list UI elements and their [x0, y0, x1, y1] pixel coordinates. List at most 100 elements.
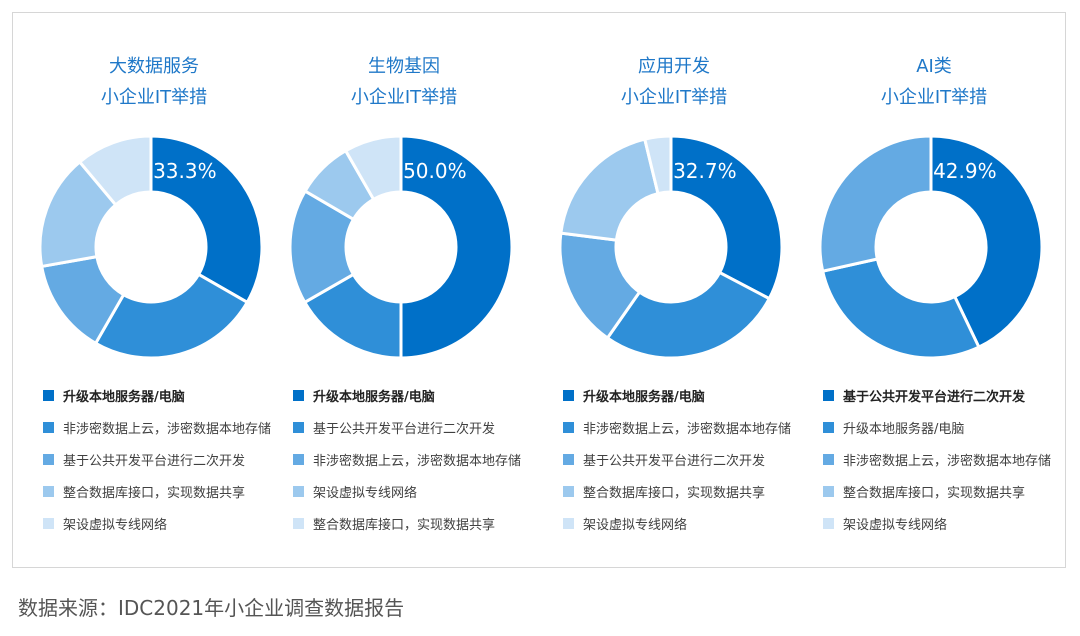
legend-item: 整合数据库接口，实现数据共享 [563, 475, 805, 507]
donut-slice [399, 134, 514, 360]
legend-swatch [43, 453, 54, 465]
legend-label: 非涉密数据上云，涉密数据本地存储 [63, 421, 272, 437]
donut-slice [77, 134, 153, 207]
legend-swatch [293, 389, 304, 401]
chart-panel-bio-gene: 生物基因 小企业IT举措 50.0% 升级本地服务器/电脑 基于公共开发平台进行… [273, 13, 535, 569]
legend-swatch [43, 485, 54, 497]
legend-item: 非涉密数据上云，涉密数据本地存储 [293, 443, 535, 475]
legend-label: 整合数据库接口，实现数据共享 [583, 485, 766, 501]
chart-title: 大数据服务 小企业IT举措 [23, 51, 285, 113]
donut-slice [669, 134, 784, 301]
legend-item: 非涉密数据上云，涉密数据本地存储 [43, 411, 285, 443]
chart-title-line-2: 小企业IT举措 [100, 87, 208, 108]
legend-swatch [293, 421, 304, 433]
legend-item: 非涉密数据上云，涉密数据本地存储 [823, 443, 1065, 475]
legend-label: 架设虚拟专线网络 [63, 517, 168, 533]
donut-slice [605, 270, 772, 360]
data-source-note: 数据来源：IDC2021年小企业调查数据报告 [18, 596, 405, 620]
legend-item: 整合数据库接口，实现数据共享 [43, 475, 285, 507]
legend-item: 基于公共开发平台进行二次开发 [293, 411, 535, 443]
legend-swatch [823, 421, 834, 433]
legend-swatch [563, 389, 574, 401]
legend-swatch [563, 453, 574, 465]
legend-item: 升级本地服务器/电脑 [563, 379, 805, 411]
chart-title-line-2: 小企业IT举措 [880, 87, 988, 108]
legend-swatch [823, 453, 834, 465]
legend-swatch [563, 485, 574, 497]
legend-label: 升级本地服务器/电脑 [313, 389, 435, 405]
legend-label: 升级本地服务器/电脑 [583, 389, 705, 405]
slice-value-label: 50.0% [403, 159, 467, 183]
legend-swatch [563, 517, 574, 529]
donut-chart: 32.7% [558, 134, 784, 360]
chart-panel-ai: AI类 小企业IT举措 42.9% 基于公共开发平台进行二次开发 升级本地服务器… [803, 13, 1065, 569]
chart-panel-big-data: 大数据服务 小企业IT举措 33.3% 升级本地服务器/电脑 非涉密数据上云，涉… [23, 13, 285, 569]
legend-label: 架设虚拟专线网络 [313, 485, 418, 501]
legend-swatch [823, 517, 834, 529]
legend-item: 基于公共开发平台进行二次开发 [43, 443, 285, 475]
legend-swatch [43, 421, 54, 433]
slice-value-label: 42.9% [933, 159, 997, 183]
legend-item: 升级本地服务器/电脑 [43, 379, 285, 411]
legend-label: 非涉密数据上云，涉密数据本地存储 [583, 421, 792, 437]
chart-title-line-1: 大数据服务 [109, 56, 199, 77]
legend-item: 架设虚拟专线网络 [293, 475, 535, 507]
legend-swatch [43, 389, 54, 401]
donut-slice [149, 134, 264, 305]
legend-item: 基于公共开发平台进行二次开发 [823, 379, 1065, 411]
legend-swatch [293, 453, 304, 465]
legend-label: 基于公共开发平台进行二次开发 [843, 389, 1026, 405]
donut-slice [642, 134, 673, 196]
legend-label: 整合数据库接口，实现数据共享 [63, 485, 246, 501]
legend-swatch [293, 517, 304, 529]
chart-title: 生物基因 小企业IT举措 [273, 51, 535, 113]
legend-swatch [293, 485, 304, 497]
donut-slice [929, 134, 1044, 350]
donut-chart: 50.0% [288, 134, 514, 360]
chart-legend: 升级本地服务器/电脑 非涉密数据上云，涉密数据本地存储 基于公共开发平台进行二次… [43, 379, 285, 539]
legend-label: 基于公共开发平台进行二次开发 [583, 453, 766, 469]
legend-label: 升级本地服务器/电脑 [843, 421, 965, 437]
legend-item: 升级本地服务器/电脑 [293, 379, 535, 411]
legend-label: 整合数据库接口，实现数据共享 [313, 517, 496, 533]
legend-label: 基于公共开发平台进行二次开发 [313, 421, 496, 437]
legend-item: 升级本地服务器/电脑 [823, 411, 1065, 443]
chart-legend: 基于公共开发平台进行二次开发 升级本地服务器/电脑 非涉密数据上云，涉密数据本地… [823, 379, 1065, 539]
legend-swatch [563, 421, 574, 433]
legend-swatch [823, 485, 834, 497]
legend-swatch [43, 517, 54, 529]
chart-legend: 升级本地服务器/电脑 非涉密数据上云，涉密数据本地存储 基于公共开发平台进行二次… [563, 379, 805, 539]
chart-title-line-1: 应用开发 [638, 56, 710, 77]
chart-title-line-1: AI类 [916, 56, 952, 77]
chart-title: 应用开发 小企业IT举措 [543, 51, 805, 113]
legend-item: 整合数据库接口，实现数据共享 [293, 507, 535, 539]
legend-label: 非涉密数据上云，涉密数据本地存储 [313, 453, 522, 469]
donut-slice [559, 137, 660, 242]
chart-panel-app-dev: 应用开发 小企业IT举措 32.7% 升级本地服务器/电脑 非涉密数据上云，涉密… [543, 13, 805, 569]
legend-label: 升级本地服务器/电脑 [63, 389, 185, 405]
chart-title-line-2: 小企业IT举措 [620, 87, 728, 108]
legend-item: 架设虚拟专线网络 [43, 507, 285, 539]
legend-item: 架设虚拟专线网络 [823, 507, 1065, 539]
chart-title-line-1: 生物基因 [368, 56, 440, 77]
donut-slice [820, 257, 981, 360]
chart-title: AI类 小企业IT举措 [803, 51, 1065, 113]
legend-item: 基于公共开发平台进行二次开发 [563, 443, 805, 475]
donut-slice [343, 134, 403, 202]
donut-chart: 33.3% [38, 134, 264, 360]
legend-label: 架设虚拟专线网络 [843, 517, 948, 533]
legend-item: 整合数据库接口，实现数据共享 [823, 475, 1065, 507]
legend-label: 基于公共开发平台进行二次开发 [63, 453, 246, 469]
legend-item: 架设虚拟专线网络 [563, 507, 805, 539]
donut-slice [818, 134, 933, 274]
chart-frame: 大数据服务 小企业IT举措 33.3% 升级本地服务器/电脑 非涉密数据上云，涉… [12, 12, 1066, 568]
donut-chart: 42.9% [818, 134, 1044, 360]
legend-label: 非涉密数据上云，涉密数据本地存储 [843, 453, 1052, 469]
legend-label: 架设虚拟专线网络 [583, 517, 688, 533]
chart-title-line-2: 小企业IT举措 [350, 87, 458, 108]
legend-item: 非涉密数据上云，涉密数据本地存储 [563, 411, 805, 443]
donut-slice [93, 272, 250, 360]
legend-swatch [823, 389, 834, 401]
chart-legend: 升级本地服务器/电脑 基于公共开发平台进行二次开发 非涉密数据上云，涉密数据本地… [293, 379, 535, 539]
legend-label: 整合数据库接口，实现数据共享 [843, 485, 1026, 501]
